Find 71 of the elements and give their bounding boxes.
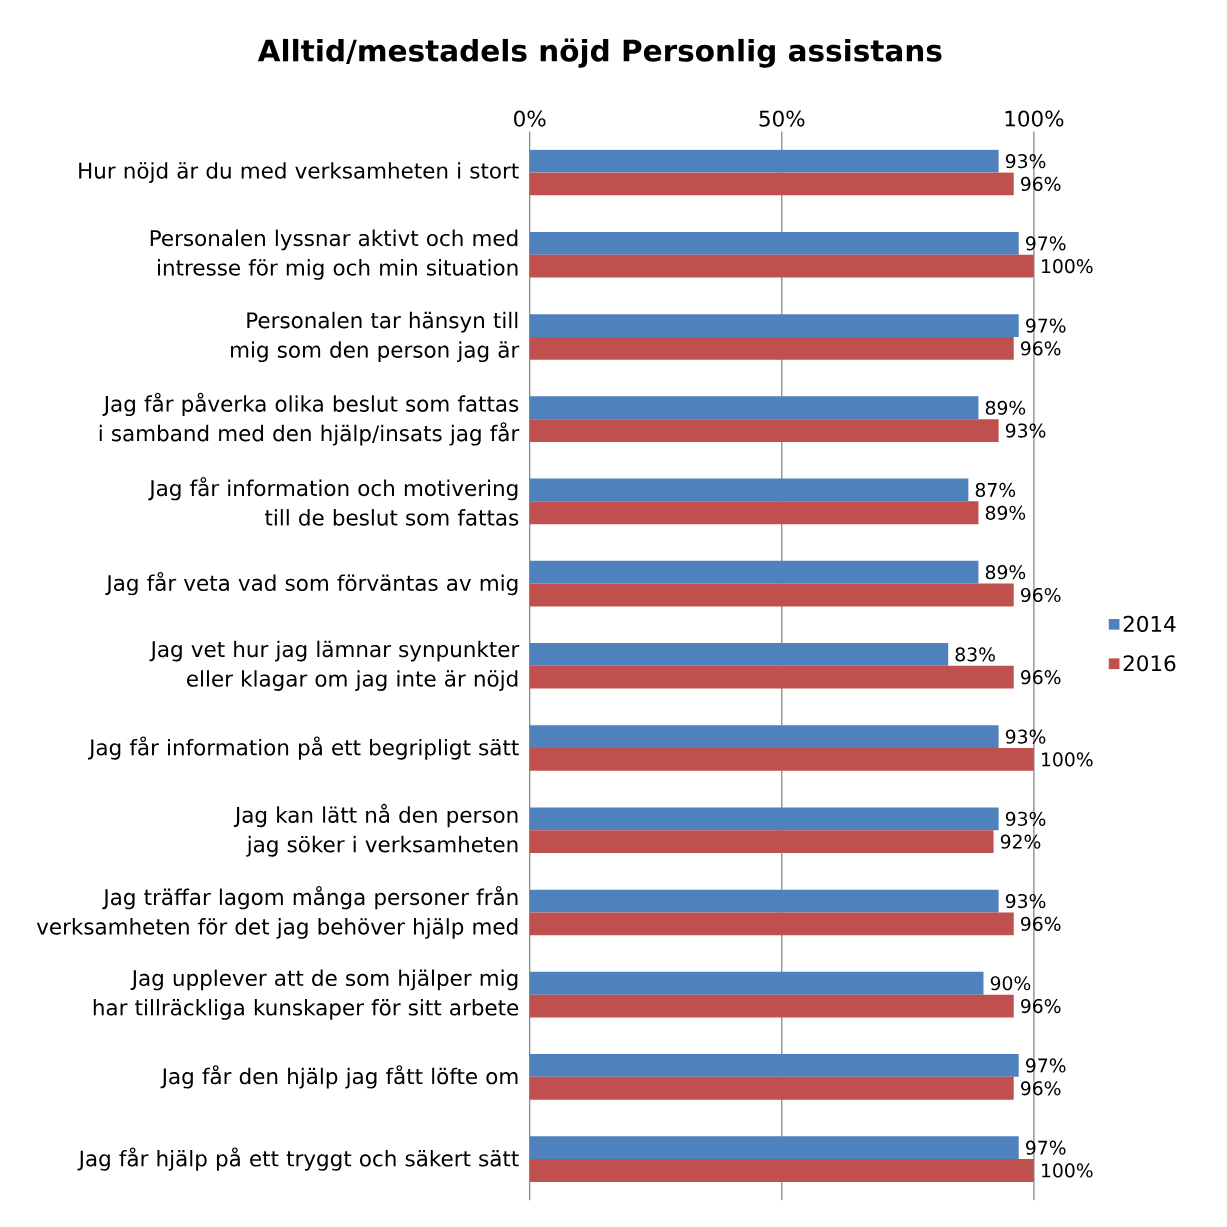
data-label: 96% <box>1020 916 1061 931</box>
data-label: 97% <box>1026 318 1066 333</box>
data-label: 97% <box>1026 1140 1066 1155</box>
legend-label: 2014 <box>1123 615 1176 632</box>
bar <box>529 254 1034 278</box>
bar <box>529 149 999 173</box>
data-label: 90% <box>990 976 1031 991</box>
data-label: 96% <box>1020 670 1061 685</box>
bar <box>529 396 979 420</box>
bar <box>529 560 979 584</box>
y-tick-label: Jag träffar lagom många personer från verksamheten för det jag behöver hjälp med <box>36 886 518 939</box>
bar <box>529 314 1019 337</box>
x-tick-label: 50% <box>759 110 805 127</box>
bar <box>529 643 949 666</box>
data-label: 96% <box>1020 176 1061 192</box>
bar <box>529 748 1034 771</box>
bar <box>529 807 999 831</box>
data-label: 96% <box>1020 341 1061 356</box>
bar <box>529 1136 1019 1160</box>
y-tick-label: Hur nöjd är du med verksamheten i stort <box>79 162 519 183</box>
bar <box>529 1159 1034 1182</box>
bar <box>529 231 1019 255</box>
data-label: 87% <box>975 482 1016 498</box>
y-tick-label: Jag får den hjälp jag fått löfte om <box>160 1065 518 1089</box>
y-tick-label: Jag kan lätt nå den person jag söker i verksamheten <box>233 803 518 857</box>
data-label: 100% <box>1042 752 1093 767</box>
y-tick-label: Jag får information på ett begripligt sätt <box>88 736 519 760</box>
data-label: 93% <box>1005 154 1046 169</box>
bar <box>529 478 969 502</box>
y-tick-label: Jag får påverka olika beslut som fattas i samband med den hjälp/insats jag får <box>99 392 520 446</box>
bar <box>529 830 994 854</box>
data-label: 92% <box>1000 834 1041 849</box>
data-label: 93% <box>1005 811 1046 826</box>
bar <box>529 725 999 749</box>
data-label: 93% <box>1005 423 1046 438</box>
data-label: 89% <box>985 505 1026 520</box>
bar <box>529 172 1014 196</box>
bar <box>529 994 1014 1018</box>
bar <box>529 971 984 995</box>
data-label: 93% <box>1005 893 1046 909</box>
y-tick-label: Jag får veta vad som förväntas av mig <box>105 571 518 596</box>
data-label: 96% <box>1020 587 1061 603</box>
y-tick-label: Personalen lyssnar aktivt och med intresse för mig och min situation <box>150 229 518 280</box>
data-label: 100% <box>1042 259 1093 274</box>
bar <box>529 912 1014 936</box>
data-label: 96% <box>1020 1081 1061 1096</box>
x-tick-label: 0% <box>514 110 546 127</box>
data-label: 100% <box>1042 1163 1093 1178</box>
data-label: 93% <box>1005 729 1046 744</box>
bar <box>529 1054 1019 1077</box>
bar <box>529 419 999 442</box>
legend-label: 2016 <box>1123 655 1176 672</box>
data-label: 97% <box>1026 1058 1066 1073</box>
y-tick-label: Jag får hjälp på ett tryggt och säkert sätt <box>77 1147 519 1171</box>
chart-title: Alltid/mestadels nöjd Personlig assistans <box>257 38 942 68</box>
data-label: 96% <box>1020 998 1061 1014</box>
bar <box>529 889 999 913</box>
y-tick-label: Jag får information och motivering till de beslut som fattas <box>148 477 519 526</box>
data-label: 97% <box>1026 236 1066 251</box>
bar <box>529 583 1014 607</box>
bar <box>529 1076 1014 1100</box>
y-tick-label: Jag upplever att de som hjälper mig har tillräckliga kunskaper för sitt arbete <box>93 969 519 1020</box>
bar <box>529 336 1014 360</box>
y-tick-label: Jag vet hur jag lämnar synpunkter eller klagar om jag inte är nöjd <box>149 640 520 691</box>
bar <box>529 501 979 525</box>
x-tick-label: 100% <box>1005 110 1064 127</box>
data-label: 89% <box>985 565 1026 580</box>
y-tick-label: Personalen tar hänsyn till mig som den person jag är <box>231 311 520 363</box>
data-label: 83% <box>955 647 995 662</box>
data-label: 89% <box>985 400 1026 415</box>
bar <box>529 665 1014 689</box>
